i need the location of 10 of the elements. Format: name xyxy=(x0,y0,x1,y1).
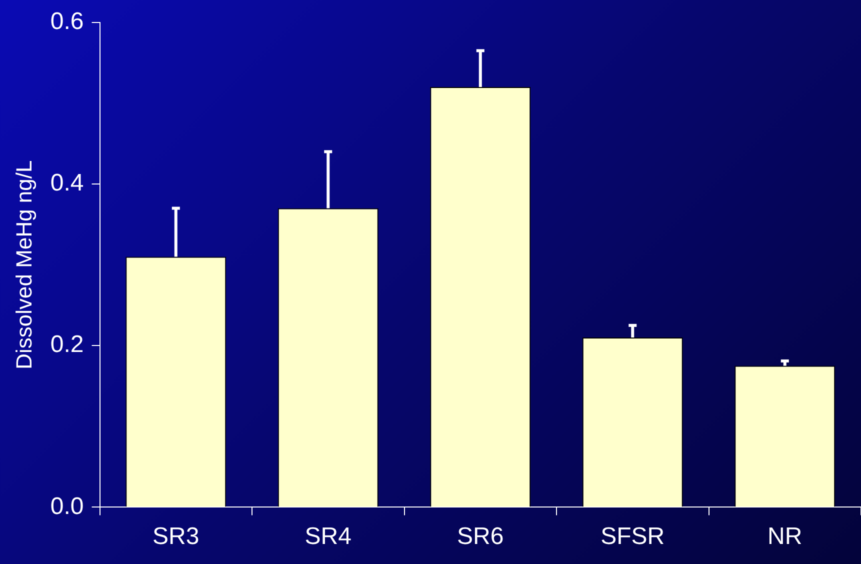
y-tick-label: 0.4 xyxy=(50,170,84,197)
x-tick-label: SR4 xyxy=(304,523,352,550)
y-tick-label: 0.6 xyxy=(50,8,84,36)
y-axis-title: Dissolved MeHg ng/L xyxy=(11,160,36,370)
y-tick-label: 0.0 xyxy=(50,492,84,520)
y-tick-label: 0.2 xyxy=(50,331,84,358)
x-tick-label: SFSR xyxy=(600,523,665,550)
x-tick-label: SR6 xyxy=(457,523,504,550)
x-tick-label: NR xyxy=(768,523,802,550)
x-tick-label: SR3 xyxy=(152,523,200,550)
